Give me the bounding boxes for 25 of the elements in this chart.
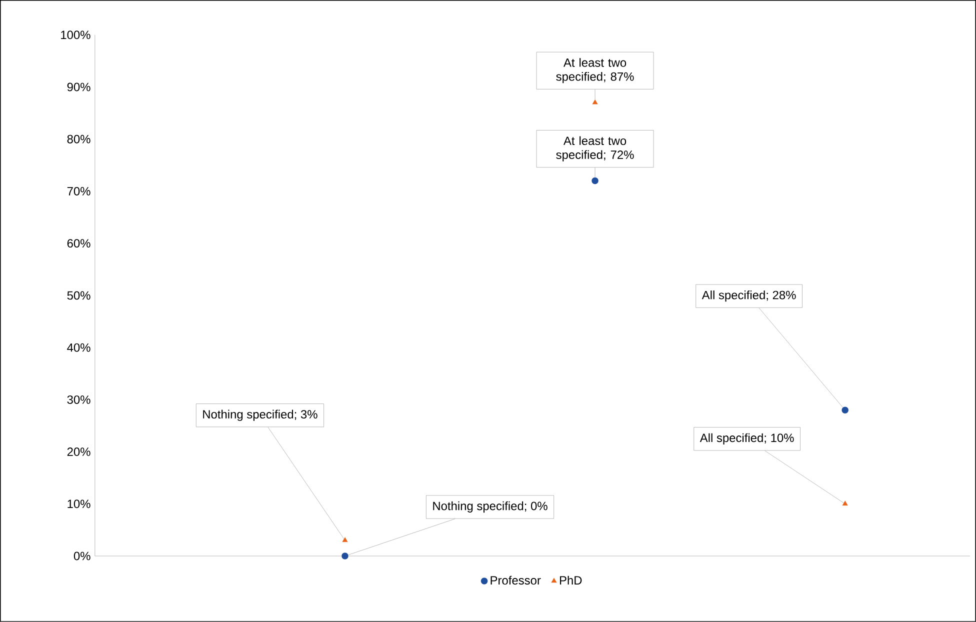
y-tick-label: 50%	[67, 291, 90, 300]
y-tick-label: 20%	[67, 448, 90, 456]
y-tick-label: 40%	[67, 343, 90, 352]
y-tick-label: 10%	[68, 500, 90, 508]
point	[341, 552, 349, 560]
y-tick-label: 30%	[67, 395, 90, 404]
point	[591, 177, 599, 184]
data-label: All specified; 28%	[702, 290, 796, 302]
y-tick-label: 60%	[67, 239, 90, 248]
data-label: At least two specified; 87%	[556, 58, 634, 84]
y-tick-label: 0%	[74, 552, 90, 560]
y-tick-label: 90%	[67, 82, 90, 92]
data-label: Nothing specified; 0%	[433, 501, 548, 513]
point	[342, 536, 348, 542]
data-label: All specified; 10%	[700, 433, 794, 444]
legend-label: PhD	[560, 576, 582, 585]
point	[592, 99, 598, 105]
data-label: Nothing specified; 3%	[203, 410, 318, 421]
y-tick-label: 80%	[67, 134, 90, 144]
data-label: At least two specified; 72%	[556, 136, 634, 162]
y-tick-label: 70%	[67, 187, 90, 196]
legend-label: Professor	[490, 576, 541, 585]
point	[841, 406, 849, 414]
y-tick-label: 100%	[61, 30, 90, 40]
point	[842, 500, 848, 506]
